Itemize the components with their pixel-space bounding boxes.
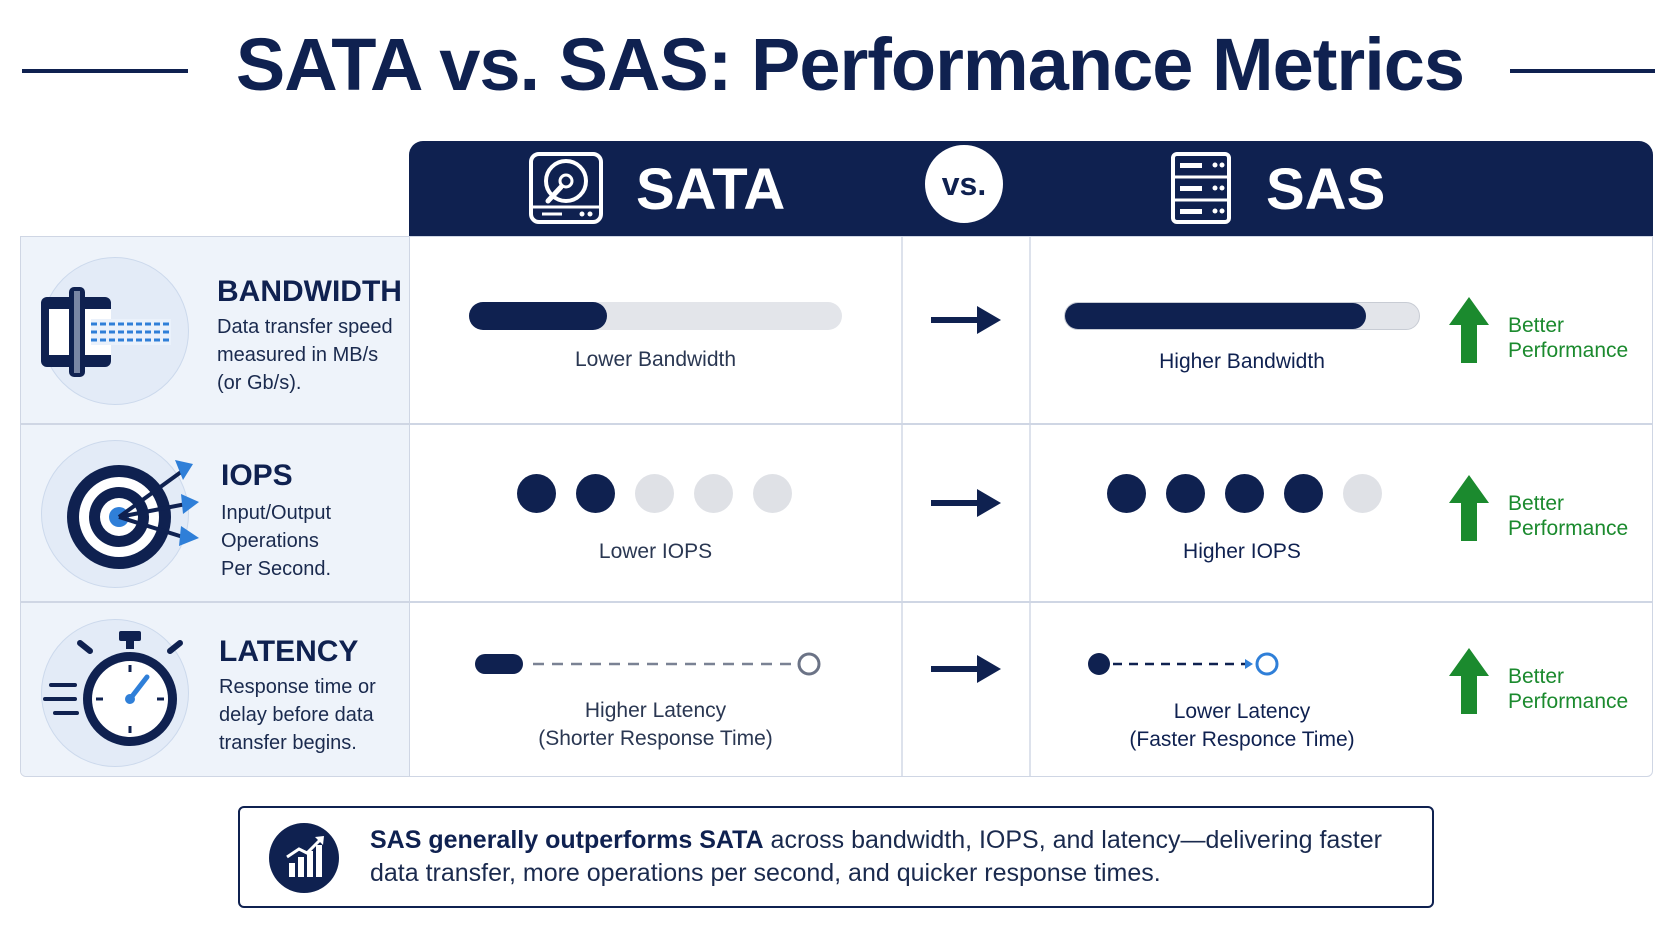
iops-dot [1166,474,1205,513]
comparison-header [409,141,1653,237]
description-line: Operations [221,530,319,552]
better-line: Better [1508,314,1565,337]
better-line: Performance [1508,690,1629,713]
arrow-up-icon [1449,475,1489,541]
summary-line-1: SAS generally outperforms SATA across ba… [370,824,1410,857]
bandwidth-better-text: Better Performance [1508,313,1628,363]
description-line: delay before data [219,704,374,726]
latency-title: LATENCY [219,635,359,668]
summary-highlight: SAS generally outperforms SATA [370,826,764,854]
sata-bandwidth-bar-fill [469,302,607,330]
target-arrows-icon [67,460,199,569]
better-line: Better [1508,492,1565,515]
better-line: Performance [1508,517,1629,540]
growth-chart-glyph [286,836,324,877]
sata-bandwidth-bar [469,302,842,330]
arrow-right-icon [931,489,1001,517]
iops-dot [1343,474,1382,513]
latency-label-line: (Faster Responce Time) [1129,728,1355,751]
latency-label-line: (Shorter Response Time) [538,727,773,750]
sata-iops-label: Lower IOPS [598,540,713,563]
sata-header-label: SATA [636,157,786,222]
bandwidth-title: BANDWIDTH [217,275,402,308]
latency-label-line: Lower Latency [1173,700,1311,723]
sas-bandwidth-bar [1064,302,1420,330]
sata-bandwidth-label: Lower Bandwidth [574,348,737,371]
iops-title: IOPS [221,459,293,492]
better-line: Performance [1508,339,1629,362]
latency-better-text: Better Performance [1508,664,1628,714]
sas-latency-line [1088,652,1279,676]
description-line: transfer begins. [219,732,357,754]
description-line: Per Second. [221,558,332,580]
pipe-data-flow-icon [41,287,171,377]
vs-label: vs. [941,165,987,202]
sata-latency-label: Higher Latency (Shorter Response Time) [469,697,842,753]
column-divider [1029,237,1031,776]
iops-description: Input/Output Operations Per Second. [221,499,331,583]
title-rule-left [22,69,188,73]
summary-rest: across bandwidth, IOPS, and latency—deli… [763,826,1382,854]
sas-header-label: SAS [1266,157,1386,222]
sata-latency-line [475,652,821,676]
row-divider [21,423,1652,425]
arrow-right-icon [931,655,1001,683]
iops-dot [694,474,733,513]
description-line: (or Gb/s). [217,372,302,394]
description-line: Data transfer speed [217,316,393,338]
metrics-table: BANDWIDTH Data transfer speed measured i… [20,236,1653,777]
iops-dot [753,474,792,513]
column-divider [901,237,903,776]
page-title: SATA vs. SAS: Performance Metrics [235,23,1465,106]
summary-box: SAS generally outperforms SATA across ba… [238,806,1434,908]
iops-better-text: Better Performance [1508,491,1628,541]
description-line: Input/Output [221,502,332,524]
vs-badge: vs. [921,141,1007,227]
iops-dot [576,474,615,513]
iops-dot [1225,474,1264,513]
iops-dot [517,474,556,513]
hard-drive-icon [529,152,603,224]
sas-bandwidth-label: Higher Bandwidth [1159,350,1325,373]
iops-dot [1284,474,1323,513]
summary-line-2: data transfer, more operations per secon… [370,859,1161,887]
better-line: Better [1508,665,1565,688]
growth-chart-icon [269,823,339,893]
bandwidth-description: Data transfer speed measured in MB/s (or… [217,313,393,397]
arrow-up-icon [1449,297,1489,363]
iops-dot [635,474,674,513]
latency-description: Response time or delay before data trans… [219,673,376,757]
iops-dot [1107,474,1146,513]
title-rule-right [1510,69,1655,73]
stopwatch-icon [43,631,183,746]
arrow-up-icon [1449,648,1489,714]
description-line: Response time or [219,676,376,698]
arrow-right-icon [931,306,1001,334]
sas-bandwidth-bar-fill [1065,303,1366,329]
summary-text: SAS generally outperforms SATA across ba… [370,824,1410,890]
latency-label-line: Higher Latency [584,699,727,722]
sas-latency-label: Lower Latency (Faster Responce Time) [1064,698,1420,754]
description-line: measured in MB/s [217,344,379,366]
server-rack-icon [1171,152,1231,224]
sas-iops-label: Higher IOPS [1183,540,1301,563]
row-divider [21,601,1652,603]
